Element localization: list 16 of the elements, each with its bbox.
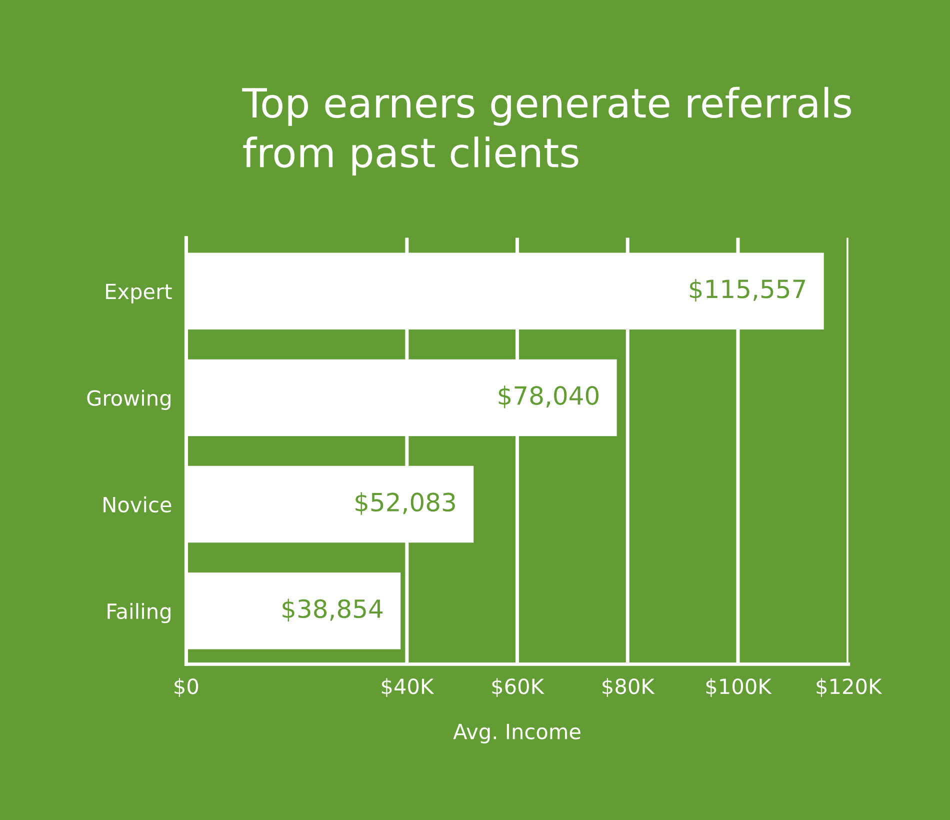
data-label: $78,040 [498, 386, 598, 408]
chart-title: Top earners generate referrals from past clients [242, 86, 851, 176]
y-tick-label: Growing [87, 390, 170, 410]
y-tick-label: Failing [108, 602, 170, 624]
y-tick-label: Novice [104, 496, 172, 513]
data-label: $52,083 [356, 492, 455, 515]
x-tick-label: $100K [706, 678, 772, 697]
x-tick-label: $120K [816, 678, 882, 697]
x-tick-label: $80K [602, 678, 655, 697]
x-tick-label: $60K [492, 678, 544, 697]
x-axis-title: Avg. Income [453, 724, 580, 744]
x-tick-label: $40K [382, 678, 434, 697]
data-label: $38,854 [282, 598, 383, 622]
y-tick-label: Expert [106, 284, 172, 304]
data-label: $115,557 [690, 279, 806, 302]
x-tick-label: $0 [174, 678, 198, 697]
